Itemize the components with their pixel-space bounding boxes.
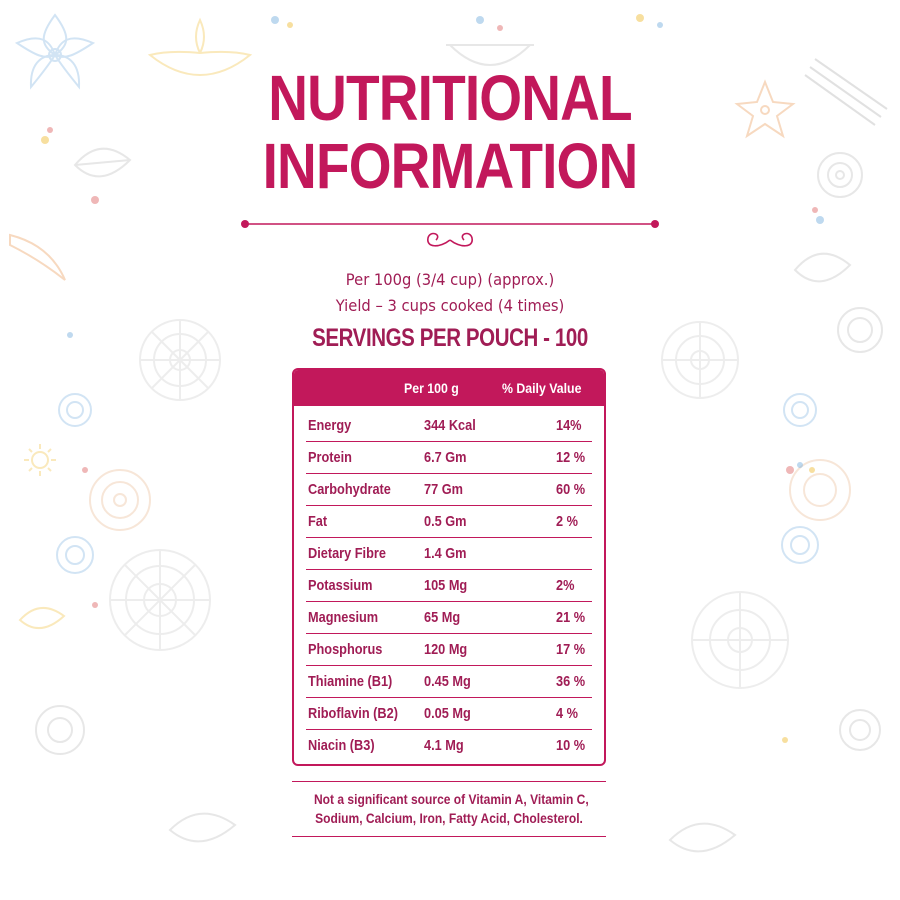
nutrient-name: Magnesium — [308, 609, 379, 626]
nutrient-name: Energy — [308, 417, 352, 434]
nutrient-name: Dietary Fibre — [308, 545, 386, 562]
nutrient-name: Carbohydrate — [308, 481, 391, 498]
nutrient-daily-value: 21 % — [556, 609, 586, 626]
table-row: Carbohydrate 77 Gm 60 % — [306, 474, 592, 506]
mandala-icon — [691, 591, 789, 689]
flower-icon — [817, 152, 863, 198]
nutrient-amount: 65 Mg — [424, 609, 461, 626]
nutrient-daily-value: 60 % — [556, 481, 586, 498]
mandala-icon — [56, 536, 94, 574]
mandala-icon — [781, 526, 819, 564]
mandala-icon — [109, 549, 211, 651]
table-row: Niacin (B3) 4.1 Mg 10 % — [306, 730, 592, 762]
mandala-icon — [89, 469, 151, 531]
serving-size-text: Per 100g (3/4 cup) (approx.) — [345, 270, 555, 289]
pot-icon — [446, 44, 534, 66]
nutrient-daily-value: 12 % — [556, 449, 586, 466]
nutrient-name: Niacin (B3) — [308, 737, 375, 754]
column-header-per-100g: Per 100 g — [404, 380, 459, 396]
nutrient-daily-value: 4 % — [556, 705, 578, 722]
sun-icon — [24, 444, 56, 476]
nutrient-amount: 0.5 Gm — [424, 513, 467, 530]
leaf-icon — [73, 147, 132, 178]
nutrient-amount: 77 Gm — [424, 481, 463, 498]
nutrient-amount: 1.4 Gm — [424, 545, 467, 562]
yield-text: Yield – 3 cups cooked (4 times) — [335, 296, 565, 315]
table-row: Riboflavin (B2) 0.05 Mg 4 % — [306, 698, 592, 730]
leaf-icon — [168, 812, 237, 843]
nutrient-name: Protein — [308, 449, 352, 466]
nutrient-name: Potassium — [308, 577, 373, 594]
table-row: Protein 6.7 Gm 12 % — [306, 442, 592, 474]
mandala-icon — [783, 393, 817, 427]
column-header-daily-value: % Daily Value — [502, 380, 582, 396]
page-title-line1: NUTRITIONAL — [268, 62, 632, 134]
nutrient-name: Fat — [308, 513, 328, 530]
footnote-divider-bottom — [292, 836, 606, 837]
nutrient-amount: 120 Mg — [424, 641, 468, 658]
footnote-divider-top — [292, 781, 606, 782]
table-row: Energy 344 Kcal 14% — [306, 410, 592, 442]
servings-per-pouch: SERVINGS PER POUCH - 100 — [312, 324, 588, 352]
flower-icon — [837, 307, 883, 353]
table-header: Per 100 g % Daily Value — [294, 370, 604, 406]
table-row: Potassium 105 Mg 2% — [306, 570, 592, 602]
table-row: Thiamine (B1) 0.45 Mg 36 % — [306, 666, 592, 698]
mandala-icon — [139, 319, 221, 401]
nutrient-amount: 6.7 Gm — [424, 449, 467, 466]
star-anise-icon — [734, 79, 796, 139]
nutrient-amount: 0.45 Mg — [424, 673, 471, 690]
leaf-icon — [18, 607, 66, 629]
nutrient-daily-value: 2% — [556, 577, 575, 594]
cinnamon-icon — [804, 58, 888, 126]
flower-icon — [35, 705, 85, 755]
flower-icon — [839, 709, 881, 751]
footnote-line1: Not a significant source of Vitamin A, V… — [313, 791, 589, 807]
footnote-line2: Sodium, Calcium, Iron, Fatty Acid, Chole… — [315, 810, 583, 826]
mandala-icon — [789, 459, 851, 521]
ornamental-divider — [241, 220, 659, 247]
table-row: Magnesium 65 Mg 21 % — [306, 602, 592, 634]
nutrient-amount: 105 Mg — [424, 577, 468, 594]
leaf-icon — [668, 822, 737, 853]
nutrient-name: Thiamine (B1) — [308, 673, 393, 690]
chili-icon — [9, 233, 66, 281]
nutrient-daily-value: 2 % — [556, 513, 578, 530]
nutrient-amount: 344 Kcal — [424, 417, 476, 434]
nutrient-daily-value: 10 % — [556, 737, 586, 754]
flower-icon — [14, 13, 96, 90]
nutrient-name: Riboflavin (B2) — [308, 705, 398, 722]
table-row: Fat 0.5 Gm 2 % — [306, 506, 592, 538]
nutrient-name: Phosphorus — [308, 641, 383, 658]
leaf-icon — [793, 252, 852, 283]
nutrient-amount: 4.1 Mg — [424, 737, 464, 754]
mandala-icon — [58, 393, 92, 427]
nutrient-amount: 0.05 Mg — [424, 705, 471, 722]
page-title-line2: INFORMATION — [262, 130, 639, 202]
nutrient-daily-value: 14% — [556, 417, 582, 434]
mandala-icon — [661, 321, 739, 399]
table-row: Dietary Fibre 1.4 Gm — [306, 538, 592, 570]
table-row: Phosphorus 120 Mg 17 % — [306, 634, 592, 666]
nutrition-table: Per 100 g % Daily Value Energy 344 Kcal … — [292, 368, 606, 766]
nutrient-daily-value: 36 % — [556, 673, 586, 690]
lamp-icon — [147, 17, 253, 76]
nutrient-daily-value: 17 % — [556, 641, 586, 658]
